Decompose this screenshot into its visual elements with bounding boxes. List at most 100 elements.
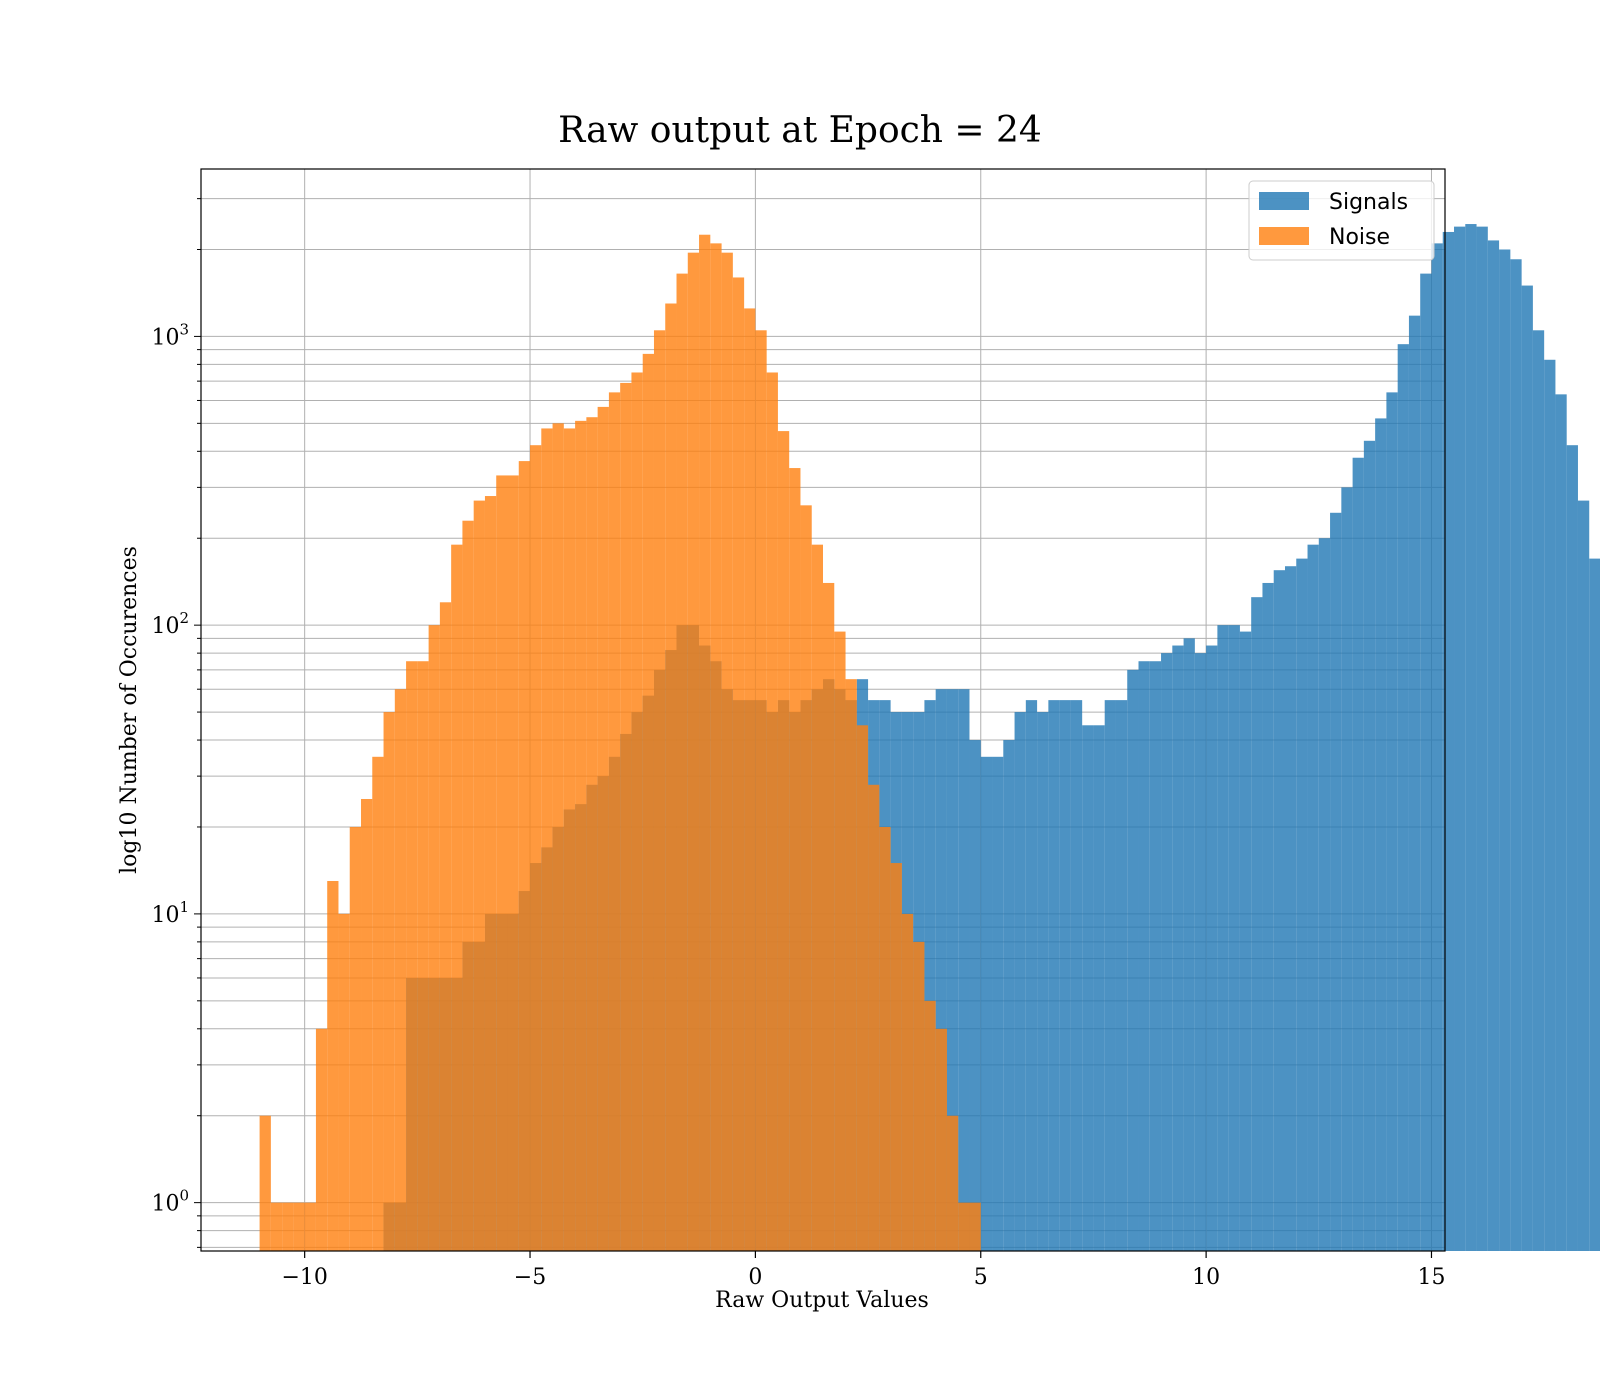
bar-signals: [1386, 392, 1398, 1251]
bar-signals: [1532, 330, 1545, 1251]
bar-signals: [1487, 240, 1500, 1252]
bar-noise: [473, 500, 485, 1251]
bar-noise: [721, 252, 733, 1252]
bar-signals: [1521, 285, 1533, 1251]
x-tick-label: −5: [514, 1265, 546, 1290]
bar-signals: [1025, 700, 1038, 1251]
bar-noise: [293, 1202, 305, 1251]
plot-frame: [200, 168, 1446, 1252]
bar-signals: [1014, 712, 1026, 1251]
bar-signals: [1284, 566, 1297, 1251]
bar-noise: [879, 826, 891, 1251]
bar-signals: [1363, 440, 1376, 1251]
bar-signals: [1262, 582, 1274, 1251]
bar-signals: [1194, 653, 1207, 1251]
legend: Signals Noise: [1248, 180, 1435, 261]
bar-signals: [1589, 558, 1600, 1251]
x-axis-ticks: −10 −5 0 5 10 15: [281, 1251, 1445, 1290]
bar-signals: [1352, 457, 1364, 1251]
bar-signals: [1318, 538, 1331, 1251]
bar-signals: [1183, 638, 1195, 1251]
bar-signals: [1070, 700, 1083, 1251]
bar-noise: [327, 880, 339, 1251]
bar-noise: [732, 277, 745, 1251]
bar-noise: [541, 428, 553, 1251]
bar-noise: [946, 1115, 959, 1251]
bar-noise: [563, 428, 576, 1251]
bar-signals: [1093, 725, 1105, 1251]
bar-noise: [856, 725, 869, 1251]
histogram-bars: [259, 224, 1600, 1252]
bar-noise: [687, 252, 700, 1252]
bar-signals: [1465, 224, 1477, 1251]
bar-signals: [958, 689, 970, 1251]
bar-signals: [1251, 597, 1263, 1251]
bar-signals: [992, 756, 1004, 1251]
bar-signals: [1082, 725, 1094, 1251]
bar-signals: [935, 689, 947, 1251]
bar-signals: [1375, 418, 1387, 1251]
bar-signals: [1330, 512, 1342, 1251]
bar-noise: [665, 303, 677, 1251]
bar-noise: [530, 445, 542, 1251]
bar-noise: [699, 234, 711, 1251]
bar-signals: [924, 700, 936, 1251]
bar-signals: [969, 740, 981, 1251]
bar-signals: [1431, 243, 1443, 1251]
bar-signals: [1476, 226, 1488, 1252]
bar-noise: [755, 330, 767, 1251]
bar-noise: [417, 661, 429, 1251]
bar-signals: [1499, 249, 1511, 1251]
x-tick-label: 15: [1417, 1265, 1445, 1290]
bar-noise: [868, 784, 880, 1251]
bar-signals: [1341, 487, 1353, 1251]
bar-signals: [1037, 712, 1049, 1251]
series-noise: [259, 234, 981, 1252]
bar-noise: [845, 679, 857, 1251]
bar-signals: [1059, 700, 1071, 1251]
bar-noise: [913, 941, 925, 1251]
bar-noise: [969, 1202, 981, 1251]
x-tick-label: 10: [1192, 1265, 1220, 1290]
bar-noise: [653, 330, 666, 1251]
bar-noise: [338, 913, 350, 1251]
bar-signals: [1577, 500, 1590, 1251]
bar-signals: [1420, 273, 1432, 1251]
bar-noise: [710, 243, 722, 1251]
bar-noise: [439, 602, 452, 1251]
bar-noise: [496, 475, 508, 1251]
x-tick-label: 0: [748, 1265, 762, 1290]
bar-signals: [1273, 570, 1285, 1251]
x-tick-label: 5: [974, 1265, 988, 1290]
legend-label-noise: Noise: [1329, 225, 1390, 250]
bar-signals: [1206, 645, 1218, 1251]
bar-noise: [823, 582, 835, 1251]
bar-signals: [1239, 631, 1252, 1251]
bar-noise: [597, 406, 609, 1251]
bar-noise: [270, 1202, 283, 1251]
chart-title: Raw output at Epoch = 24: [558, 110, 1042, 151]
legend-swatch-signals: [1259, 192, 1309, 210]
bar-noise: [901, 913, 914, 1251]
y-axis-label: log10 Number of Occurences: [117, 546, 142, 874]
bar-noise: [575, 420, 587, 1251]
bar-signals: [1454, 226, 1466, 1252]
bar-noise: [766, 372, 778, 1251]
bar-noise: [451, 544, 463, 1251]
bar-signals: [1442, 231, 1455, 1252]
bar-noise: [958, 1202, 970, 1251]
bar-noise: [462, 520, 474, 1251]
bar-noise: [259, 1115, 271, 1251]
bar-noise: [620, 382, 632, 1251]
bar-signals: [1510, 259, 1522, 1252]
bar-noise: [394, 689, 407, 1251]
bar-noise: [744, 308, 756, 1251]
bar-noise: [834, 631, 846, 1251]
y-tick-label: 101: [151, 898, 189, 928]
bar-noise: [507, 475, 519, 1251]
bar-signals: [1228, 625, 1240, 1251]
bar-signals: [1544, 359, 1556, 1252]
bar-noise: [361, 798, 373, 1251]
bar-noise: [608, 392, 621, 1251]
bar-noise: [789, 468, 801, 1251]
